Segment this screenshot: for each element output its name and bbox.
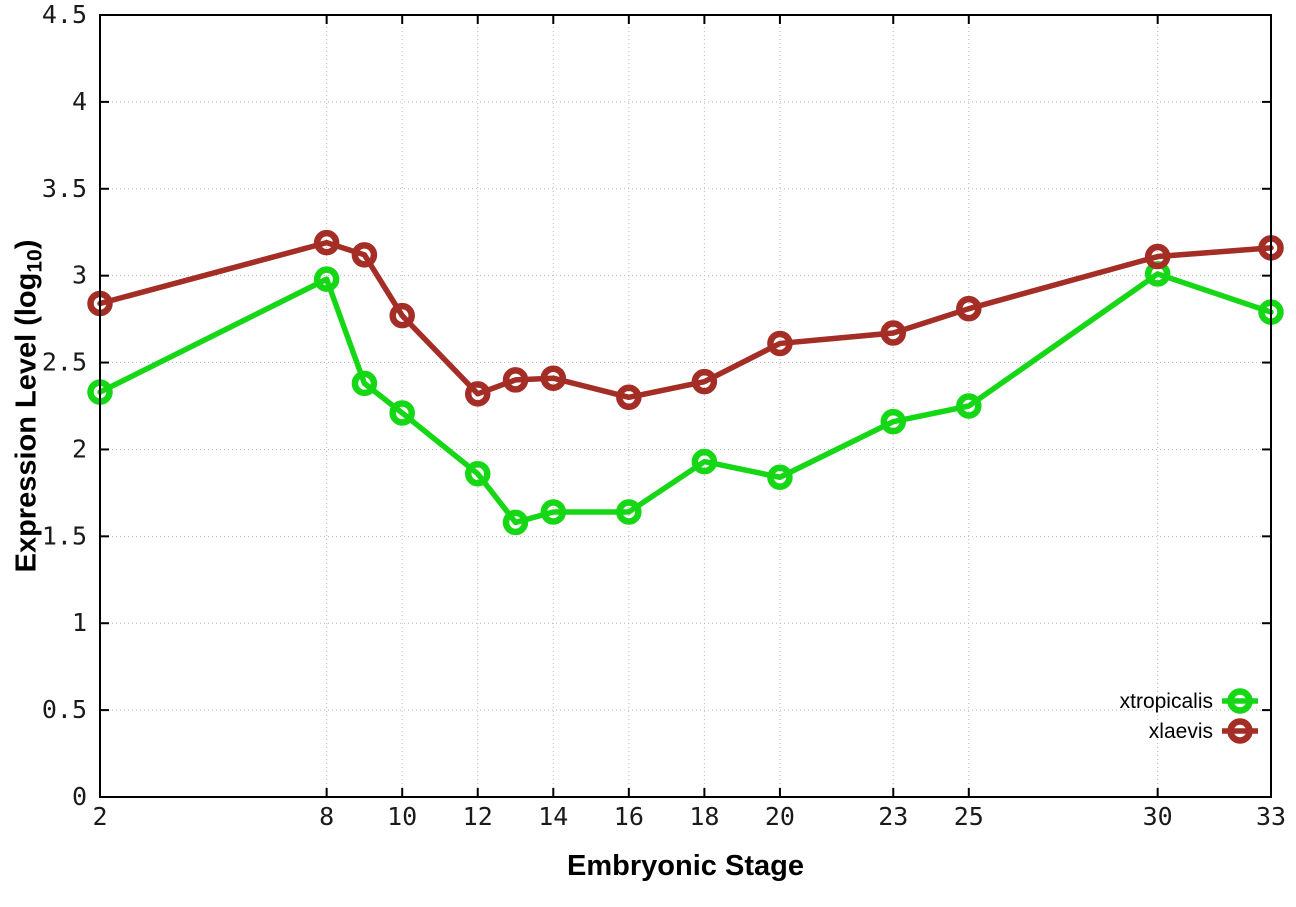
x-tick-label: 30: [1143, 802, 1173, 831]
data-point-xtropicalis: [351, 370, 378, 397]
y-tick-label: 4: [72, 87, 87, 116]
y-axis-title: Expression Level (log10): [10, 239, 47, 573]
x-tick-label: 33: [1256, 802, 1286, 831]
data-point-xlaevis: [540, 365, 567, 391]
y-axis-title-subscript: 10: [23, 249, 47, 273]
data-point-xlaevis: [956, 295, 982, 322]
legend-item-xlaevis: xlaevis: [1149, 718, 1258, 744]
x-axis-title: Embryonic Stage: [567, 850, 804, 882]
y-tick-label: 1: [72, 608, 87, 637]
data-point-xlaevis: [616, 384, 642, 411]
x-tick-label: 20: [765, 802, 795, 831]
y-axis-title-close: ): [10, 239, 43, 250]
data-point-xlaevis: [313, 229, 340, 256]
data-point-xtropicalis: [313, 266, 340, 292]
data-point-xtropicalis: [389, 400, 415, 426]
data-point-xlaevis: [389, 302, 415, 329]
legend-label-xtropicalis: xtropicalis: [1120, 690, 1213, 713]
y-tick-label: 1.5: [42, 521, 87, 550]
data-point-xtropicalis: [880, 408, 907, 435]
legend-marker-xtropicalis: [1227, 688, 1253, 714]
y-axis-title-text: Expression Level (log: [10, 272, 43, 573]
series-line-xtropicalis: [97, 271, 1274, 526]
y-tick-label: 3.5: [42, 174, 87, 203]
legend-item-xtropicalis: xtropicalis: [1120, 688, 1258, 714]
data-point-xlaevis: [691, 368, 718, 395]
x-tick-label: 16: [614, 802, 644, 831]
data-point-xlaevis: [464, 381, 491, 407]
x-tick-label: 23: [878, 802, 908, 831]
data-point-xtropicalis: [502, 509, 529, 536]
x-tick-label: 14: [538, 802, 568, 831]
data-point-xlaevis: [767, 330, 793, 357]
x-tick-label: 2: [92, 802, 107, 831]
data-point-xlaevis: [351, 242, 378, 268]
y-tick-label: 0: [72, 782, 87, 811]
x-tick-label: 10: [387, 802, 417, 831]
data-point-xtropicalis: [691, 448, 718, 475]
data-point-xtropicalis: [767, 464, 793, 490]
data-point-xtropicalis: [464, 461, 491, 487]
data-point-xtropicalis: [540, 499, 567, 525]
data-point-xtropicalis: [616, 499, 642, 525]
data-point-xtropicalis: [956, 393, 982, 419]
legend-marker-xlaevis: [1227, 718, 1253, 744]
y-tick-label: 0.5: [42, 695, 87, 724]
data-point-xlaevis: [1144, 243, 1171, 270]
y-tick-label: 4.5: [42, 0, 87, 29]
x-tick-label: 25: [954, 802, 984, 831]
data-point-xlaevis: [880, 320, 907, 346]
x-tick-label: 18: [689, 802, 719, 831]
legend-label-xlaevis: xlaevis: [1149, 720, 1213, 743]
x-tick-label: 8: [319, 802, 334, 831]
y-tick-label: 3: [72, 261, 87, 290]
y-tick-label: 2: [72, 434, 87, 463]
data-point-xlaevis: [502, 367, 529, 393]
x-tick-label: 12: [463, 802, 493, 831]
plot-border: [99, 14, 1272, 798]
y-tick-label: 2.5: [42, 348, 87, 377]
